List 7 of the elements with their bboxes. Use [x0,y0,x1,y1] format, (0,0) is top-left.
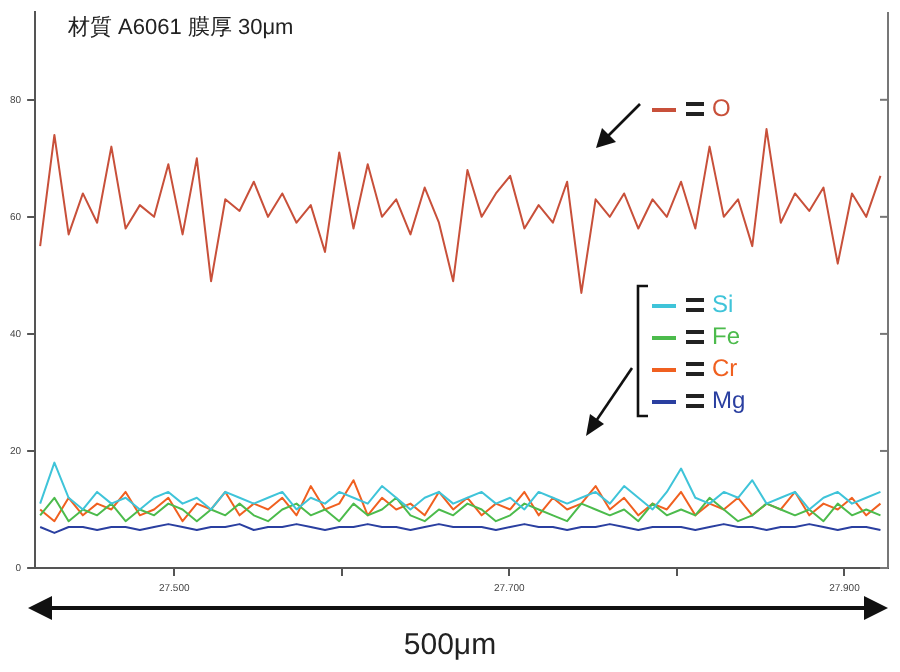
text: Mg [712,386,746,414]
chart-title: 材質 A6061 膜厚 30μm [68,14,294,42]
text: Cr [712,354,738,382]
text: Si [712,290,734,318]
series-label: O [712,94,731,122]
text: 500μm [401,628,499,662]
text: Fe [712,322,741,350]
